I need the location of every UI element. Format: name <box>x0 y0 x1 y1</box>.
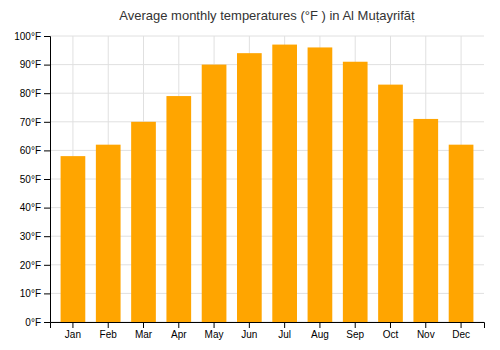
y-tick-mark <box>44 208 50 209</box>
x-tick-label: Jun <box>241 329 257 340</box>
plot: 0°F 10°F 20°F 30°F 40°F 50°F 60°F 70°F 80°F 90°F 1… <box>14 31 484 340</box>
y-tick-label: 100°F <box>14 31 41 42</box>
y-tick-label: 40°F <box>20 202 41 213</box>
bar <box>449 145 474 322</box>
x-axis: Jan Feb Mar Apr May Jun Jul Aug Sep Oct Nov Dec <box>51 322 485 340</box>
x-tick-mark <box>108 322 109 328</box>
y-tick-label: 0°F <box>25 317 41 328</box>
x-tick: Dec <box>452 322 470 340</box>
bar <box>237 53 262 322</box>
y-tick: 80°F <box>20 88 50 99</box>
x-tick-label: Aug <box>311 329 329 340</box>
y-tick: 20°F <box>20 260 50 271</box>
x-tick-mark <box>284 322 285 328</box>
x-tick: Nov <box>417 322 435 340</box>
x-tick-label: Dec <box>452 329 470 340</box>
y-tick-label: 90°F <box>20 59 41 70</box>
y-tick-mark <box>44 236 50 237</box>
y-tick-label: 70°F <box>20 117 41 128</box>
y-tick: 70°F <box>20 117 50 128</box>
y-tick-mark <box>44 265 50 266</box>
x-tick-mark <box>178 322 179 328</box>
bar <box>272 45 297 322</box>
x-tick-label: Feb <box>100 329 118 340</box>
x-tick-label: Nov <box>417 329 435 340</box>
x-tick: Jun <box>241 322 257 340</box>
bar <box>343 62 368 322</box>
grid-line-y <box>50 64 484 65</box>
bar <box>308 47 333 322</box>
y-axis: 0°F 10°F 20°F 30°F 40°F 50°F 60°F 70°F 80°F 90°F 1… <box>14 31 50 328</box>
y-tick-mark <box>44 293 50 294</box>
y-tick-label: 80°F <box>20 88 41 99</box>
y-tick-label: 30°F <box>20 231 41 242</box>
grid-line-y <box>50 93 484 94</box>
y-tick-label: 60°F <box>20 145 41 156</box>
y-tick: 100°F <box>14 31 50 42</box>
y-tick: 60°F <box>20 145 50 156</box>
bar <box>202 65 227 322</box>
y-tick-label: 50°F <box>20 174 41 185</box>
y-tick-mark <box>44 322 50 323</box>
x-tick: Feb <box>100 322 118 340</box>
grid <box>50 36 484 322</box>
x-tick-mark <box>249 322 250 328</box>
x-tick-label: May <box>205 329 224 340</box>
x-tick-mark <box>390 322 391 328</box>
y-tick-mark <box>44 36 50 37</box>
x-tick: Jan <box>65 322 81 340</box>
y-axis-line <box>44 37 51 323</box>
y-tick-mark <box>44 65 50 66</box>
y-tick: 40°F <box>20 202 50 213</box>
x-tick: Mar <box>135 322 153 340</box>
bar <box>378 85 403 322</box>
x-axis-line <box>51 323 485 329</box>
y-tick: 30°F <box>20 231 50 242</box>
grid-line-y <box>50 36 484 37</box>
x-tick-label: Mar <box>135 329 153 340</box>
y-tick-label: 10°F <box>20 288 41 299</box>
y-tick-label: 20°F <box>20 260 41 271</box>
bar <box>61 156 86 322</box>
bar <box>96 145 121 322</box>
y-tick: 10°F <box>20 288 50 299</box>
x-tick-mark <box>143 322 144 328</box>
x-tick-mark <box>319 322 320 328</box>
x-tick-mark <box>214 322 215 328</box>
x-tick-label: Oct <box>383 329 399 340</box>
x-tick-label: Jan <box>65 329 81 340</box>
x-tick-mark <box>461 322 462 328</box>
bar <box>131 122 156 322</box>
bar <box>166 96 191 322</box>
bars <box>61 45 474 322</box>
x-tick: Oct <box>383 322 399 340</box>
x-tick: Aug <box>311 322 329 340</box>
x-tick-label: Sep <box>346 329 364 340</box>
y-tick: 0°F <box>25 317 50 328</box>
x-tick-mark <box>72 322 73 328</box>
x-tick-label: Apr <box>171 329 187 340</box>
x-tick-label: Jul <box>278 329 291 340</box>
x-tick: Sep <box>346 322 364 340</box>
y-tick-mark <box>44 93 50 94</box>
x-tick: Jul <box>278 322 291 340</box>
y-tick-mark <box>44 179 50 180</box>
bar <box>413 119 438 322</box>
x-tick-mark <box>355 322 356 328</box>
y-tick: 50°F <box>20 174 50 185</box>
chart: 0°F 10°F 20°F 30°F 40°F 50°F 60°F 70°F 80°F 90°F 1… <box>0 0 500 350</box>
y-tick-mark <box>44 150 50 151</box>
y-tick: 90°F <box>20 59 50 70</box>
y-tick-mark <box>44 122 50 123</box>
x-tick: May <box>205 322 224 340</box>
title: Average monthly temperatures (°F ) in Al… <box>119 8 415 23</box>
x-tick-mark <box>425 322 426 328</box>
x-tick: Apr <box>171 322 187 340</box>
